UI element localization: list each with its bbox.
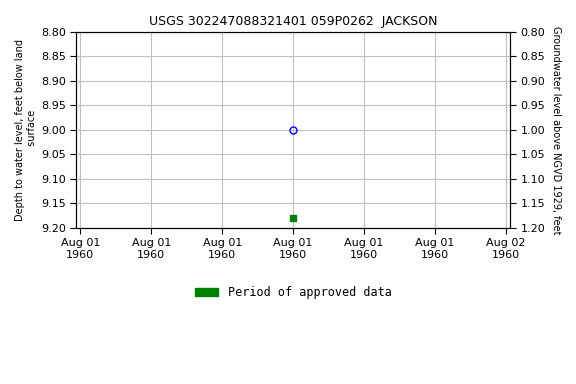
Legend: Period of approved data: Period of approved data xyxy=(190,281,396,304)
Y-axis label: Groundwater level above NGVD 1929, feet: Groundwater level above NGVD 1929, feet xyxy=(551,26,561,234)
Title: USGS 302247088321401 059P0262  JACKSON: USGS 302247088321401 059P0262 JACKSON xyxy=(149,15,437,28)
Y-axis label: Depth to water level, feet below land
 surface: Depth to water level, feet below land su… xyxy=(15,39,37,221)
